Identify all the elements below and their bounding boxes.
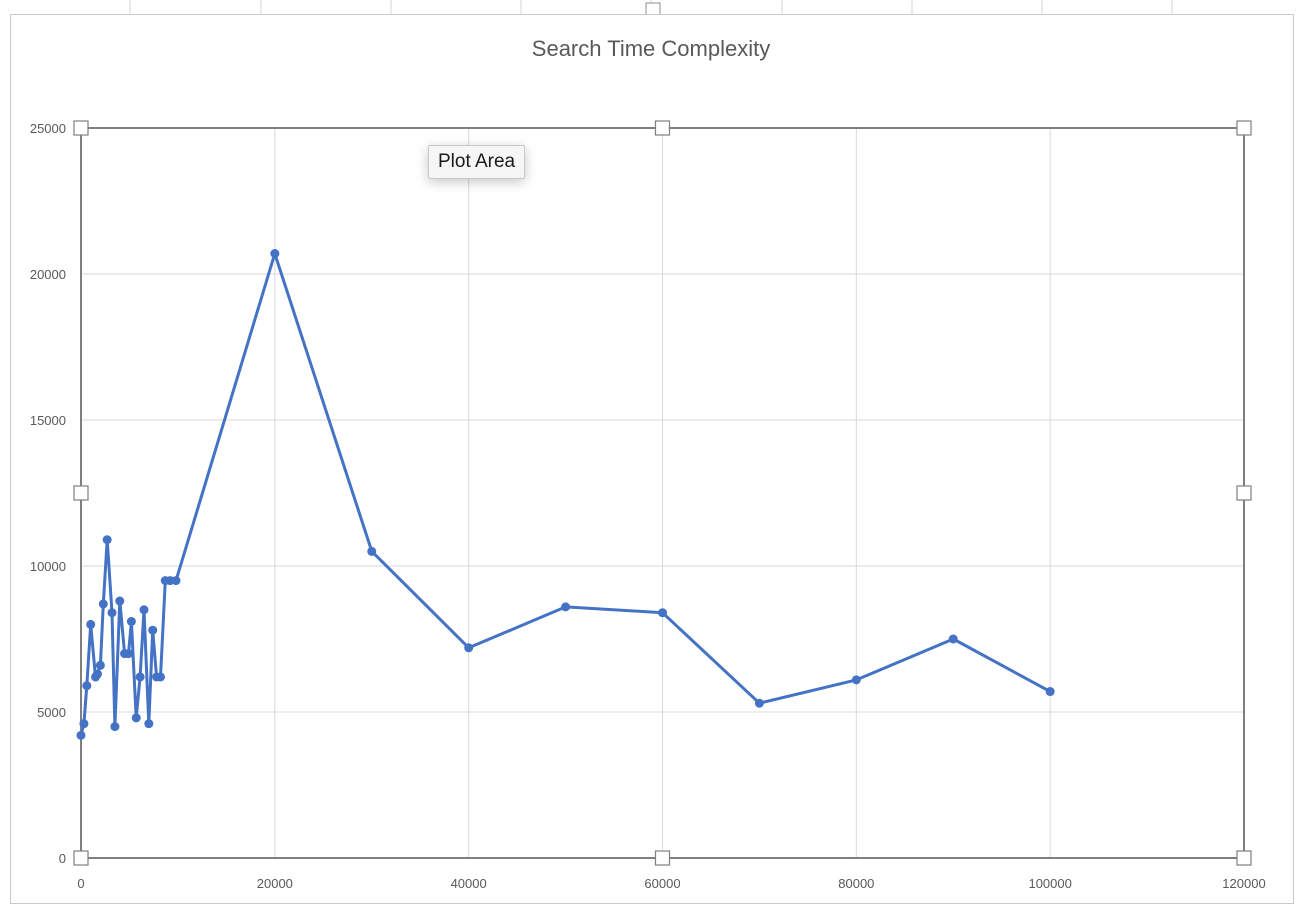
data-point[interactable] xyxy=(367,546,377,556)
data-point[interactable] xyxy=(851,675,861,685)
data-point[interactable] xyxy=(270,249,280,259)
x-tick-label: 100000 xyxy=(1028,876,1071,891)
y-tick-label: 5000 xyxy=(37,705,66,720)
x-tick-label: 20000 xyxy=(257,876,293,891)
plot-area-resize-handle[interactable] xyxy=(73,120,89,136)
x-tick-label: 40000 xyxy=(451,876,487,891)
grid-lines xyxy=(80,127,1245,859)
data-point[interactable] xyxy=(102,535,112,545)
data-point[interactable] xyxy=(144,719,154,729)
data-point[interactable] xyxy=(79,719,89,729)
data-point[interactable] xyxy=(95,660,105,670)
y-axis-labels: 0 5000 10000 15000 20000 25000 xyxy=(30,121,66,866)
data-point[interactable] xyxy=(171,576,181,586)
plot-area-resize-handle[interactable] xyxy=(1236,850,1252,866)
data-point[interactable] xyxy=(131,713,141,723)
plot-area-resize-handle[interactable] xyxy=(73,485,89,501)
y-tick-label: 10000 xyxy=(30,559,66,574)
data-point[interactable] xyxy=(1045,687,1055,697)
plot-area-resize-handle[interactable] xyxy=(654,120,671,136)
data-point[interactable] xyxy=(92,669,102,679)
data-point[interactable] xyxy=(126,616,136,626)
plot-area-resize-handle[interactable] xyxy=(73,850,89,866)
data-point[interactable] xyxy=(98,599,108,609)
x-tick-label: 0 xyxy=(77,876,84,891)
chart-title[interactable]: Search Time Complexity xyxy=(532,36,770,61)
plot-area-resize-handle[interactable] xyxy=(1236,120,1252,136)
data-point[interactable] xyxy=(110,722,120,732)
data-point[interactable] xyxy=(754,698,764,708)
plot-area-tooltip: Plot Area xyxy=(428,145,526,179)
selection-handles[interactable] xyxy=(73,120,1252,866)
x-tick-label: 80000 xyxy=(838,876,874,891)
plot-area-resize-handle[interactable] xyxy=(654,850,671,866)
data-point[interactable] xyxy=(658,608,667,618)
data-point[interactable] xyxy=(115,596,125,606)
data-series[interactable] xyxy=(76,249,1055,740)
y-tick-label: 15000 xyxy=(30,413,66,428)
data-point[interactable] xyxy=(155,672,165,682)
data-point[interactable] xyxy=(76,730,86,740)
data-point[interactable] xyxy=(464,643,474,653)
x-tick-label: 120000 xyxy=(1222,876,1265,891)
plot-area-resize-handle[interactable] xyxy=(1236,485,1252,501)
y-tick-label: 0 xyxy=(59,851,66,866)
data-point[interactable] xyxy=(561,602,571,612)
chart-area[interactable] xyxy=(10,14,1294,904)
x-axis-labels: 0 20000 40000 60000 80000 100000 120000 xyxy=(77,876,1265,891)
x-tick-label: 60000 xyxy=(644,876,680,891)
y-tick-label: 20000 xyxy=(30,267,66,282)
data-point[interactable] xyxy=(107,608,117,618)
data-point[interactable] xyxy=(123,649,133,659)
data-point[interactable] xyxy=(86,619,96,629)
y-tick-label: 25000 xyxy=(30,121,66,136)
data-point[interactable] xyxy=(948,634,958,644)
data-point[interactable] xyxy=(139,605,149,615)
data-point[interactable] xyxy=(82,681,92,691)
data-point[interactable] xyxy=(135,672,145,682)
data-point[interactable] xyxy=(148,625,158,635)
series-line[interactable] xyxy=(79,252,1051,736)
